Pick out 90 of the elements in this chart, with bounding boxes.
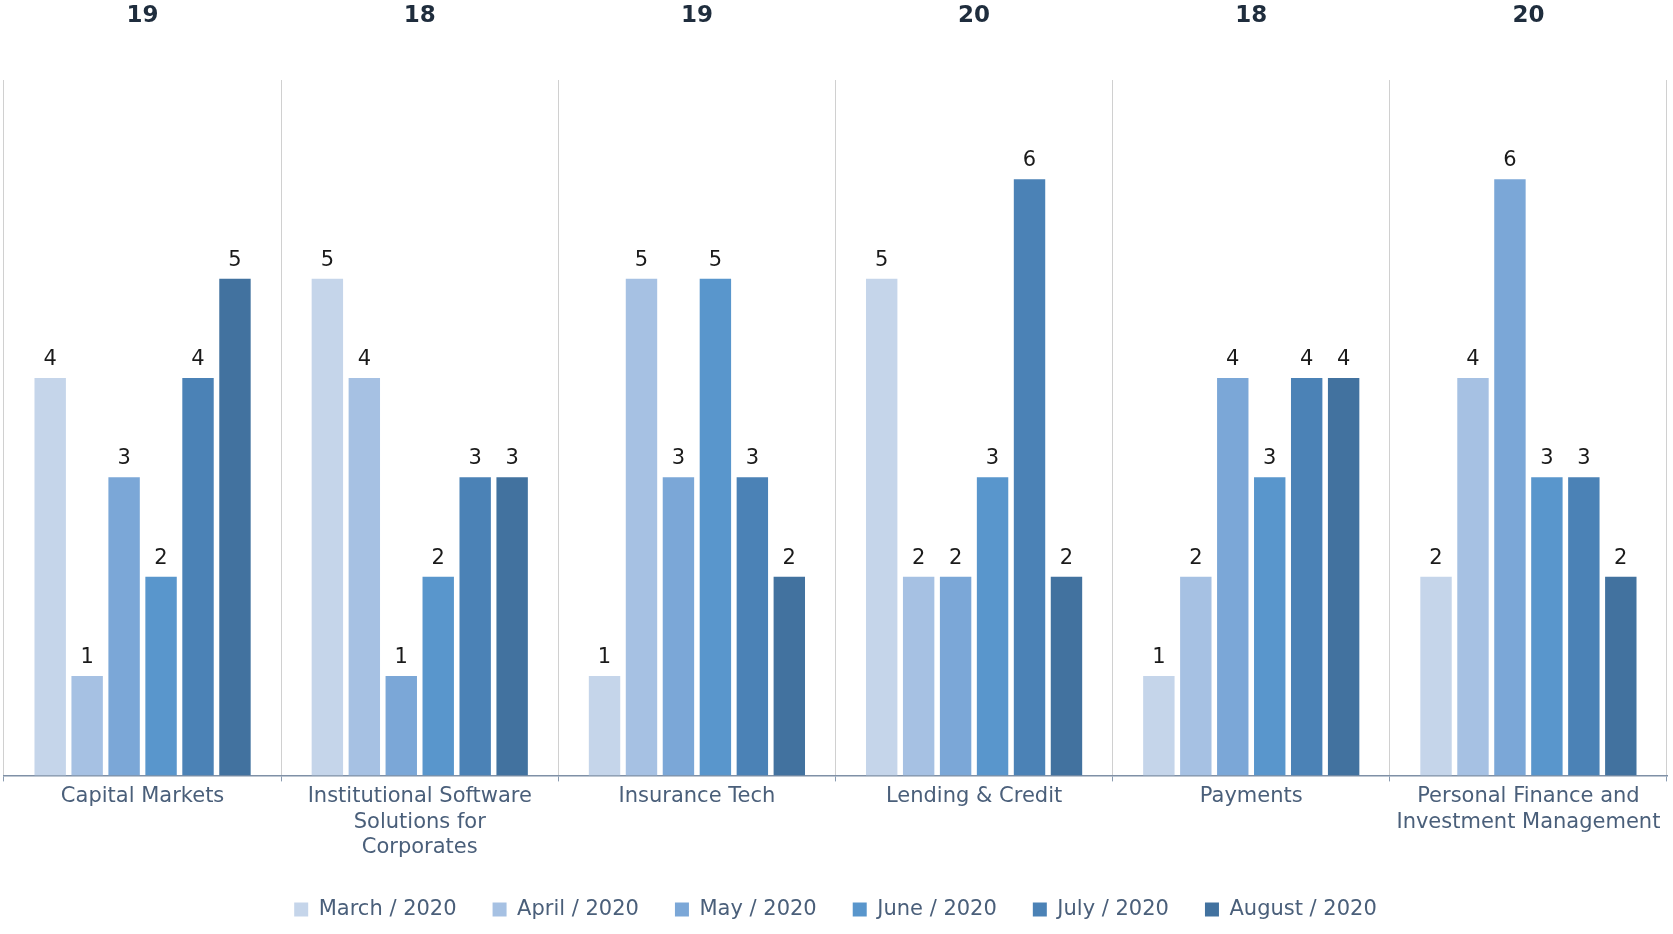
legend-label: March / 2020 — [318, 895, 457, 920]
x-tick-label: Capital Markets — [60, 783, 225, 808]
x-tick-label: Institutional Software Solutions for Corporates — [307, 783, 532, 858]
bar — [1568, 477, 1600, 776]
bar — [1457, 378, 1489, 776]
data-label: 3 — [117, 445, 131, 470]
data-label: 1 — [394, 644, 408, 669]
bar — [939, 576, 972, 776]
bar — [1013, 179, 1046, 776]
text: 18 — [403, 0, 436, 27]
data-label: 4 — [43, 345, 57, 370]
bar — [1531, 477, 1563, 776]
data-label: 4 — [1466, 345, 1480, 370]
bar — [145, 576, 177, 776]
bar — [736, 477, 769, 776]
data-label: 5 — [708, 246, 723, 271]
bar — [773, 576, 806, 776]
text: 20 — [958, 0, 991, 27]
bar — [1254, 477, 1286, 776]
data-label: 2 — [431, 544, 445, 569]
data-label: 6 — [1503, 147, 1517, 172]
data-label: 3 — [1540, 445, 1554, 470]
data-label: 3 — [505, 445, 519, 470]
data-label: 5 — [875, 246, 889, 271]
data-label: 2 — [1189, 544, 1203, 569]
data-label: 3 — [1577, 445, 1591, 470]
bar — [625, 278, 658, 776]
x-tick-label: Payments — [1199, 783, 1303, 808]
data-label: 5 — [228, 246, 242, 271]
bar — [108, 477, 140, 776]
x-tick-label: Personal Finance and Investment Management — [1396, 783, 1661, 833]
legend-label: July / 2020 — [1055, 895, 1169, 920]
bar — [1605, 576, 1637, 776]
bar — [71, 676, 103, 776]
legend-label: June / 2020 — [875, 895, 997, 920]
bar — [348, 378, 381, 776]
data-label: 2 — [782, 544, 796, 569]
data-label: 3 — [745, 445, 760, 470]
bar — [1217, 378, 1249, 776]
text: 19 — [680, 0, 713, 27]
data-label: 3 — [468, 445, 482, 470]
bar — [699, 278, 732, 776]
bar — [311, 278, 344, 776]
bar — [385, 676, 417, 776]
bar — [459, 477, 491, 776]
data-label: 2 — [948, 544, 963, 569]
bar — [1327, 378, 1360, 776]
data-label: 5 — [320, 246, 335, 271]
data-label: 4 — [1336, 345, 1351, 370]
legend-label: May / 2020 — [699, 895, 817, 920]
data-label: 2 — [1429, 544, 1443, 569]
text: 19 — [126, 0, 159, 27]
bar — [422, 576, 454, 776]
bar — [1143, 676, 1175, 776]
data-label: 1 — [1152, 644, 1166, 669]
data-label: 3 — [985, 445, 1000, 470]
legend-label: April / 2020 — [517, 895, 639, 920]
bar — [34, 378, 66, 776]
bar — [182, 378, 214, 776]
data-label: 3 — [1263, 445, 1277, 470]
data-label: 6 — [1022, 147, 1037, 172]
data-label: 2 — [154, 544, 168, 569]
bar — [1180, 576, 1212, 776]
bar — [1420, 576, 1452, 776]
bar — [1290, 378, 1323, 776]
data-label: 2 — [1059, 544, 1074, 569]
legend-label: August / 2020 — [1229, 895, 1377, 920]
x-tick-label: Insurance Tech — [618, 783, 776, 808]
bar — [976, 477, 1009, 776]
data-label: 5 — [634, 246, 649, 271]
bar — [1050, 576, 1083, 776]
text: 20 — [1512, 0, 1545, 27]
bar — [902, 576, 935, 776]
data-label: 4 — [357, 345, 371, 370]
bar — [662, 477, 695, 776]
bar — [219, 278, 251, 776]
bar — [588, 676, 621, 776]
x-tick-label: Lending & Credit — [885, 783, 1063, 808]
data-label: 1 — [597, 644, 612, 669]
data-label: 2 — [911, 544, 926, 569]
data-label: 4 — [191, 345, 205, 370]
text: 18 — [1235, 0, 1268, 27]
data-label: 2 — [1614, 544, 1628, 569]
data-label: 3 — [671, 445, 686, 470]
data-label: 4 — [1300, 345, 1314, 370]
bar — [1494, 179, 1526, 776]
data-label: 4 — [1226, 345, 1240, 370]
data-label: 1 — [80, 644, 94, 669]
bar — [496, 477, 528, 776]
bar — [865, 278, 898, 776]
